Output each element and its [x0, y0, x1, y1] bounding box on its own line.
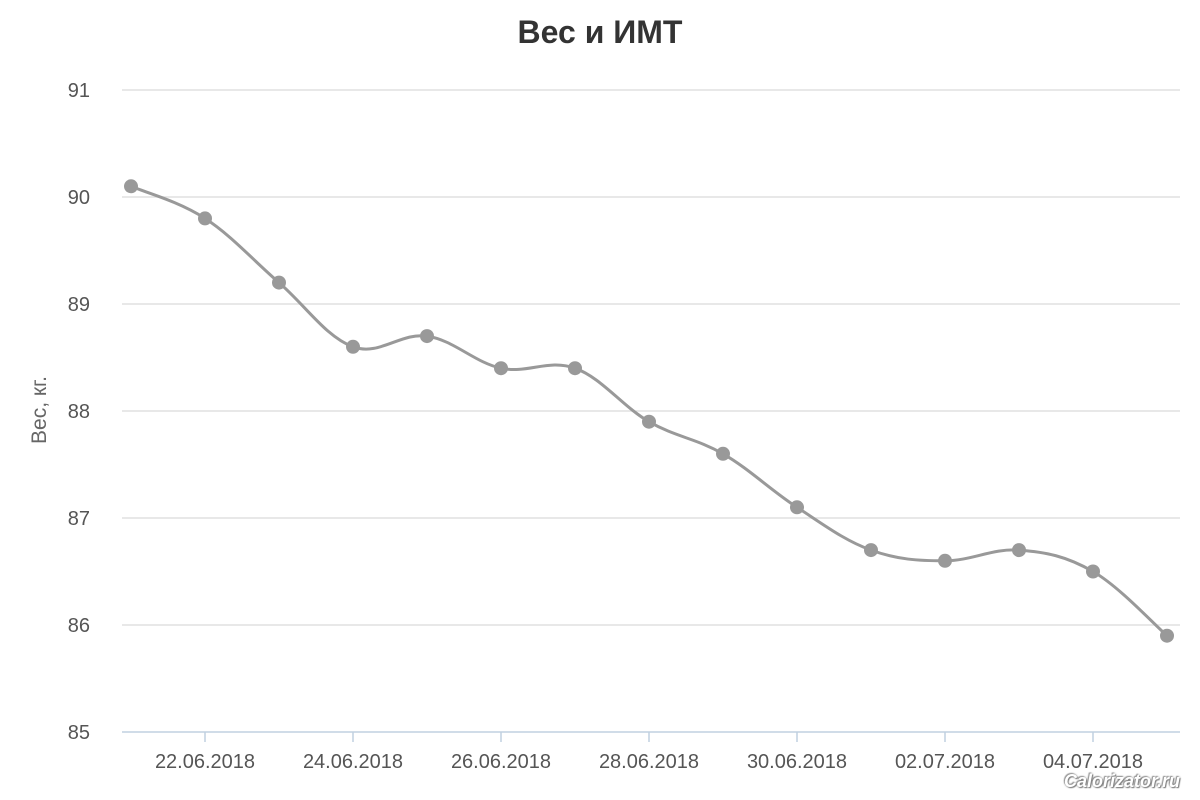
series-line [130, 184, 1168, 637]
y-tick-label: 88 [68, 401, 90, 423]
data-point[interactable] [272, 275, 286, 290]
data-point[interactable] [568, 361, 582, 376]
y-tick-label: 90 [68, 187, 90, 209]
x-tick-label: 24.06.2018 [303, 751, 403, 773]
data-point[interactable] [494, 361, 508, 376]
y-tick-label: 89 [68, 294, 90, 316]
watermark: Calorizator.ru [1063, 771, 1180, 791]
data-point[interactable] [1086, 564, 1100, 579]
x-tick-label: 02.07.2018 [895, 751, 995, 773]
data-point[interactable] [198, 211, 212, 226]
x-tick-label: 26.06.2018 [451, 751, 551, 773]
y-tick-labels: 85 86 87 88 89 90 91 [68, 80, 90, 744]
data-point[interactable] [716, 446, 730, 461]
x-tick-label: 30.06.2018 [747, 751, 847, 773]
data-points [124, 179, 1174, 643]
data-point[interactable] [1012, 543, 1026, 558]
x-tick-label: 28.06.2018 [599, 751, 699, 773]
x-axis [122, 731, 1180, 742]
y-tick-label: 87 [68, 508, 90, 530]
data-point[interactable] [346, 339, 360, 354]
data-point[interactable] [420, 329, 434, 344]
data-point[interactable] [124, 179, 138, 194]
grid-lines [122, 89, 1180, 626]
y-tick-label: 91 [68, 80, 90, 102]
data-point[interactable] [642, 414, 656, 429]
data-point[interactable] [864, 543, 878, 558]
x-tick-label: 04.07.2018 [1043, 751, 1143, 773]
y-tick-label: 85 [68, 722, 90, 744]
y-tick-label: 86 [68, 615, 90, 637]
data-point[interactable] [790, 500, 804, 515]
x-tick-labels: 22.06.2018 24.06.2018 26.06.2018 28.06.2018… [155, 751, 1143, 773]
data-point[interactable] [938, 553, 952, 568]
data-point[interactable] [1160, 628, 1174, 643]
y-axis-label: Вес, кг. [28, 376, 51, 444]
chart-title: Вес и ИМТ [517, 14, 683, 50]
x-tick-label: 22.06.2018 [155, 751, 255, 773]
